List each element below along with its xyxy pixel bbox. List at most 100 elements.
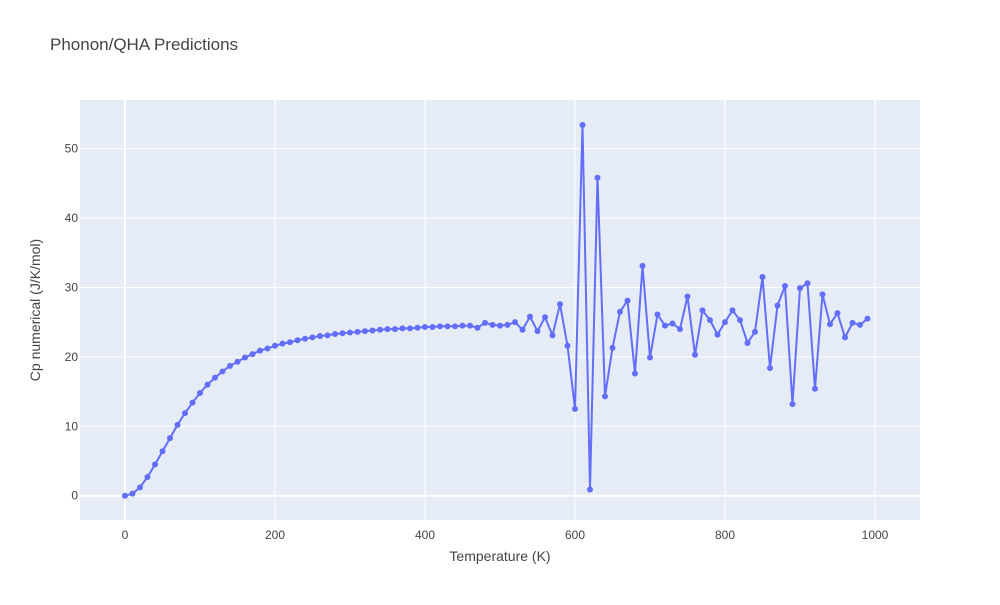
data-point[interactable] (182, 410, 188, 417)
data-point[interactable] (347, 329, 353, 336)
data-point[interactable] (272, 342, 278, 349)
data-point[interactable] (287, 339, 293, 346)
data-point[interactable] (804, 280, 811, 287)
data-point[interactable] (467, 322, 473, 329)
data-point[interactable] (227, 362, 233, 369)
data-point[interactable] (512, 319, 518, 326)
data-point[interactable] (617, 308, 623, 315)
data-point[interactable] (152, 461, 158, 468)
data-point[interactable] (414, 324, 421, 331)
data-point[interactable] (264, 345, 271, 352)
data-point[interactable] (519, 326, 526, 333)
data-point[interactable] (819, 291, 826, 298)
data-point[interactable] (692, 351, 698, 358)
data-point[interactable] (159, 448, 166, 455)
data-point[interactable] (774, 302, 781, 309)
data-point[interactable] (204, 381, 211, 388)
data-point[interactable] (452, 323, 458, 330)
data-point[interactable] (459, 322, 466, 329)
data-point[interactable] (129, 490, 136, 497)
data-point[interactable] (474, 324, 481, 331)
data-point[interactable] (722, 319, 728, 326)
data-point[interactable] (324, 332, 331, 339)
data-point[interactable] (789, 401, 796, 408)
data-point[interactable] (812, 385, 818, 392)
data-point[interactable] (594, 174, 601, 181)
data-point[interactable] (122, 492, 128, 499)
data-point[interactable] (369, 327, 376, 334)
data-point[interactable] (677, 326, 683, 333)
data-point[interactable] (197, 389, 203, 396)
data-point[interactable] (737, 317, 743, 324)
data-point[interactable] (504, 321, 511, 328)
data-point[interactable] (602, 393, 608, 400)
data-point[interactable] (279, 340, 286, 347)
data-point[interactable] (242, 354, 248, 361)
data-point[interactable] (144, 473, 151, 480)
data-point[interactable] (549, 332, 556, 339)
data-point[interactable] (669, 320, 676, 327)
data-point[interactable] (782, 283, 788, 290)
data-point[interactable] (842, 334, 848, 341)
data-point[interactable] (407, 325, 413, 332)
data-point[interactable] (339, 330, 346, 337)
data-point[interactable] (707, 317, 713, 324)
data-point[interactable] (354, 328, 361, 335)
data-point[interactable] (639, 262, 646, 269)
data-point[interactable] (587, 486, 593, 493)
data-point[interactable] (662, 322, 668, 329)
data-point[interactable] (497, 322, 503, 329)
data-point[interactable] (797, 285, 803, 292)
data-point[interactable] (647, 354, 653, 361)
data-point[interactable] (234, 358, 241, 365)
data-point[interactable] (557, 301, 563, 308)
data-point[interactable] (654, 311, 661, 318)
data-point[interactable] (212, 374, 218, 381)
data-point[interactable] (632, 370, 638, 377)
data-point[interactable] (482, 319, 488, 326)
data-point[interactable] (174, 421, 181, 428)
data-point[interactable] (362, 328, 368, 335)
data-point[interactable] (249, 351, 256, 358)
data-point[interactable] (827, 321, 833, 328)
data-point[interactable] (317, 333, 323, 340)
data-point[interactable] (309, 334, 316, 341)
data-point[interactable] (302, 335, 308, 342)
data-point[interactable] (759, 274, 766, 281)
data-point[interactable] (579, 121, 586, 128)
data-point[interactable] (444, 323, 451, 330)
data-point[interactable] (699, 307, 706, 314)
data-point[interactable] (437, 323, 443, 330)
data-point[interactable] (429, 324, 436, 331)
data-point[interactable] (392, 326, 398, 333)
data-point[interactable] (624, 297, 631, 304)
data-point[interactable] (767, 364, 773, 371)
data-point[interactable] (564, 342, 571, 349)
data-point[interactable] (542, 314, 548, 321)
data-point[interactable] (294, 337, 301, 344)
data-point[interactable] (377, 326, 383, 333)
data-point[interactable] (137, 484, 143, 491)
data-point[interactable] (489, 321, 496, 328)
data-point[interactable] (257, 347, 263, 354)
data-point[interactable] (864, 315, 871, 322)
data-point[interactable] (189, 399, 196, 406)
data-point[interactable] (384, 326, 391, 333)
data-point[interactable] (219, 368, 226, 375)
data-point[interactable] (422, 324, 428, 331)
data-point[interactable] (332, 330, 338, 337)
data-point[interactable] (609, 344, 616, 351)
data-point[interactable] (857, 321, 863, 328)
data-point[interactable] (834, 310, 841, 317)
data-point[interactable] (752, 328, 758, 335)
data-point[interactable] (744, 339, 751, 346)
data-point[interactable] (534, 328, 541, 335)
data-point[interactable] (684, 293, 691, 300)
data-point[interactable] (399, 325, 406, 332)
data-point[interactable] (572, 405, 578, 412)
data-point[interactable] (527, 313, 533, 320)
data-point[interactable] (729, 307, 736, 314)
data-point[interactable] (849, 319, 856, 326)
data-point[interactable] (714, 331, 721, 338)
data-point[interactable] (167, 435, 173, 442)
